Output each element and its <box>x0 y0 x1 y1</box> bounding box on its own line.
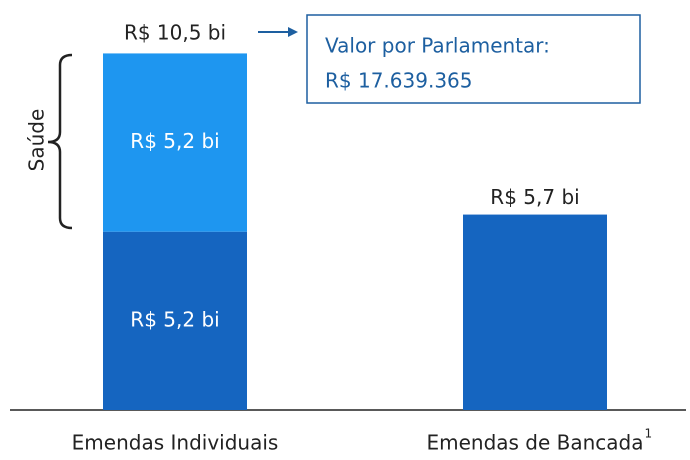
bar-segment <box>103 231 247 410</box>
annotation-text: Valor por Parlamentar: <box>325 34 550 58</box>
value-label: R$ 5,2 bi <box>130 129 219 153</box>
bar-segment <box>463 214 607 410</box>
brace-label: Saúde <box>25 109 49 172</box>
arrow-head <box>288 27 298 37</box>
brace <box>47 53 73 230</box>
annotation-text: R$ 17.639.365 <box>325 69 473 93</box>
value-label: R$ 5,2 bi <box>130 307 219 331</box>
annotation-box <box>306 14 641 104</box>
x-tick-label: Emendas de Bancada <box>426 431 643 455</box>
superscript: 1 <box>645 427 653 441</box>
total-label: R$ 5,7 bi <box>490 185 579 209</box>
bar-segment <box>103 53 247 232</box>
total-label: R$ 10,5 bi <box>124 21 226 45</box>
x-tick-label: Emendas Individuais <box>72 431 279 455</box>
